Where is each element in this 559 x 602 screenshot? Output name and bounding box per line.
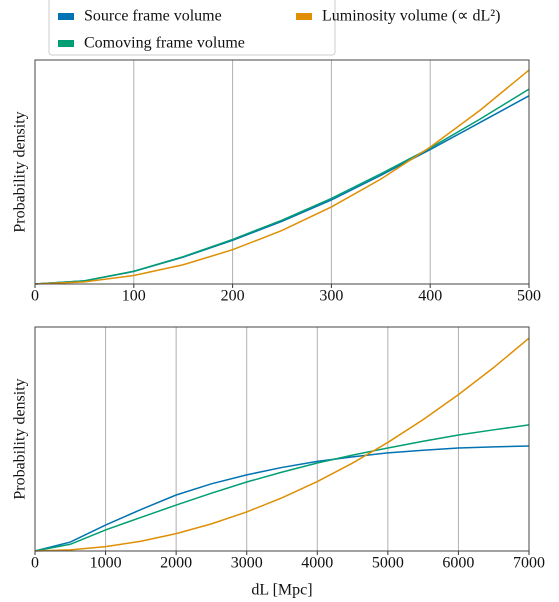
legend-swatch bbox=[58, 13, 74, 20]
legend-box bbox=[48, 0, 336, 56]
legend-label: Source frame volume bbox=[84, 8, 222, 25]
y-axis-label: Probability density bbox=[12, 378, 29, 499]
y-axis-label: Probability density bbox=[12, 111, 29, 232]
line bbox=[34, 337, 530, 552]
x-tick-label: 300 bbox=[319, 288, 343, 305]
x-tick-label: 500 bbox=[517, 288, 541, 305]
legend-swatch bbox=[58, 40, 74, 47]
x-tick-label: 1000 bbox=[90, 555, 122, 572]
line bbox=[34, 424, 530, 552]
x-axis-label: dL [Mpc] bbox=[251, 582, 312, 599]
x-tick-label: 3000 bbox=[231, 555, 263, 572]
x-tick-label: 5000 bbox=[372, 555, 404, 572]
x-tick-label: 4000 bbox=[301, 555, 333, 572]
x-tick-label: 100 bbox=[122, 288, 146, 305]
axes-frame bbox=[34, 59, 530, 285]
line bbox=[34, 88, 530, 285]
x-tick-label: 2000 bbox=[160, 555, 192, 572]
line bbox=[34, 445, 530, 552]
legend-swatch bbox=[296, 13, 312, 20]
x-tick-label: 6000 bbox=[442, 555, 474, 572]
line bbox=[34, 69, 530, 285]
x-tick-label: 200 bbox=[221, 288, 245, 305]
x-tick-label: 7000 bbox=[513, 555, 545, 572]
x-tick-label: 400 bbox=[418, 288, 442, 305]
line bbox=[34, 95, 530, 285]
x-tick-label: 0 bbox=[31, 555, 39, 572]
legend-label: Luminosity volume (∝ dL²) bbox=[322, 8, 500, 25]
axes-frame bbox=[34, 326, 530, 552]
legend-label: Comoving frame volume bbox=[84, 35, 245, 52]
x-tick-label: 0 bbox=[31, 288, 39, 305]
